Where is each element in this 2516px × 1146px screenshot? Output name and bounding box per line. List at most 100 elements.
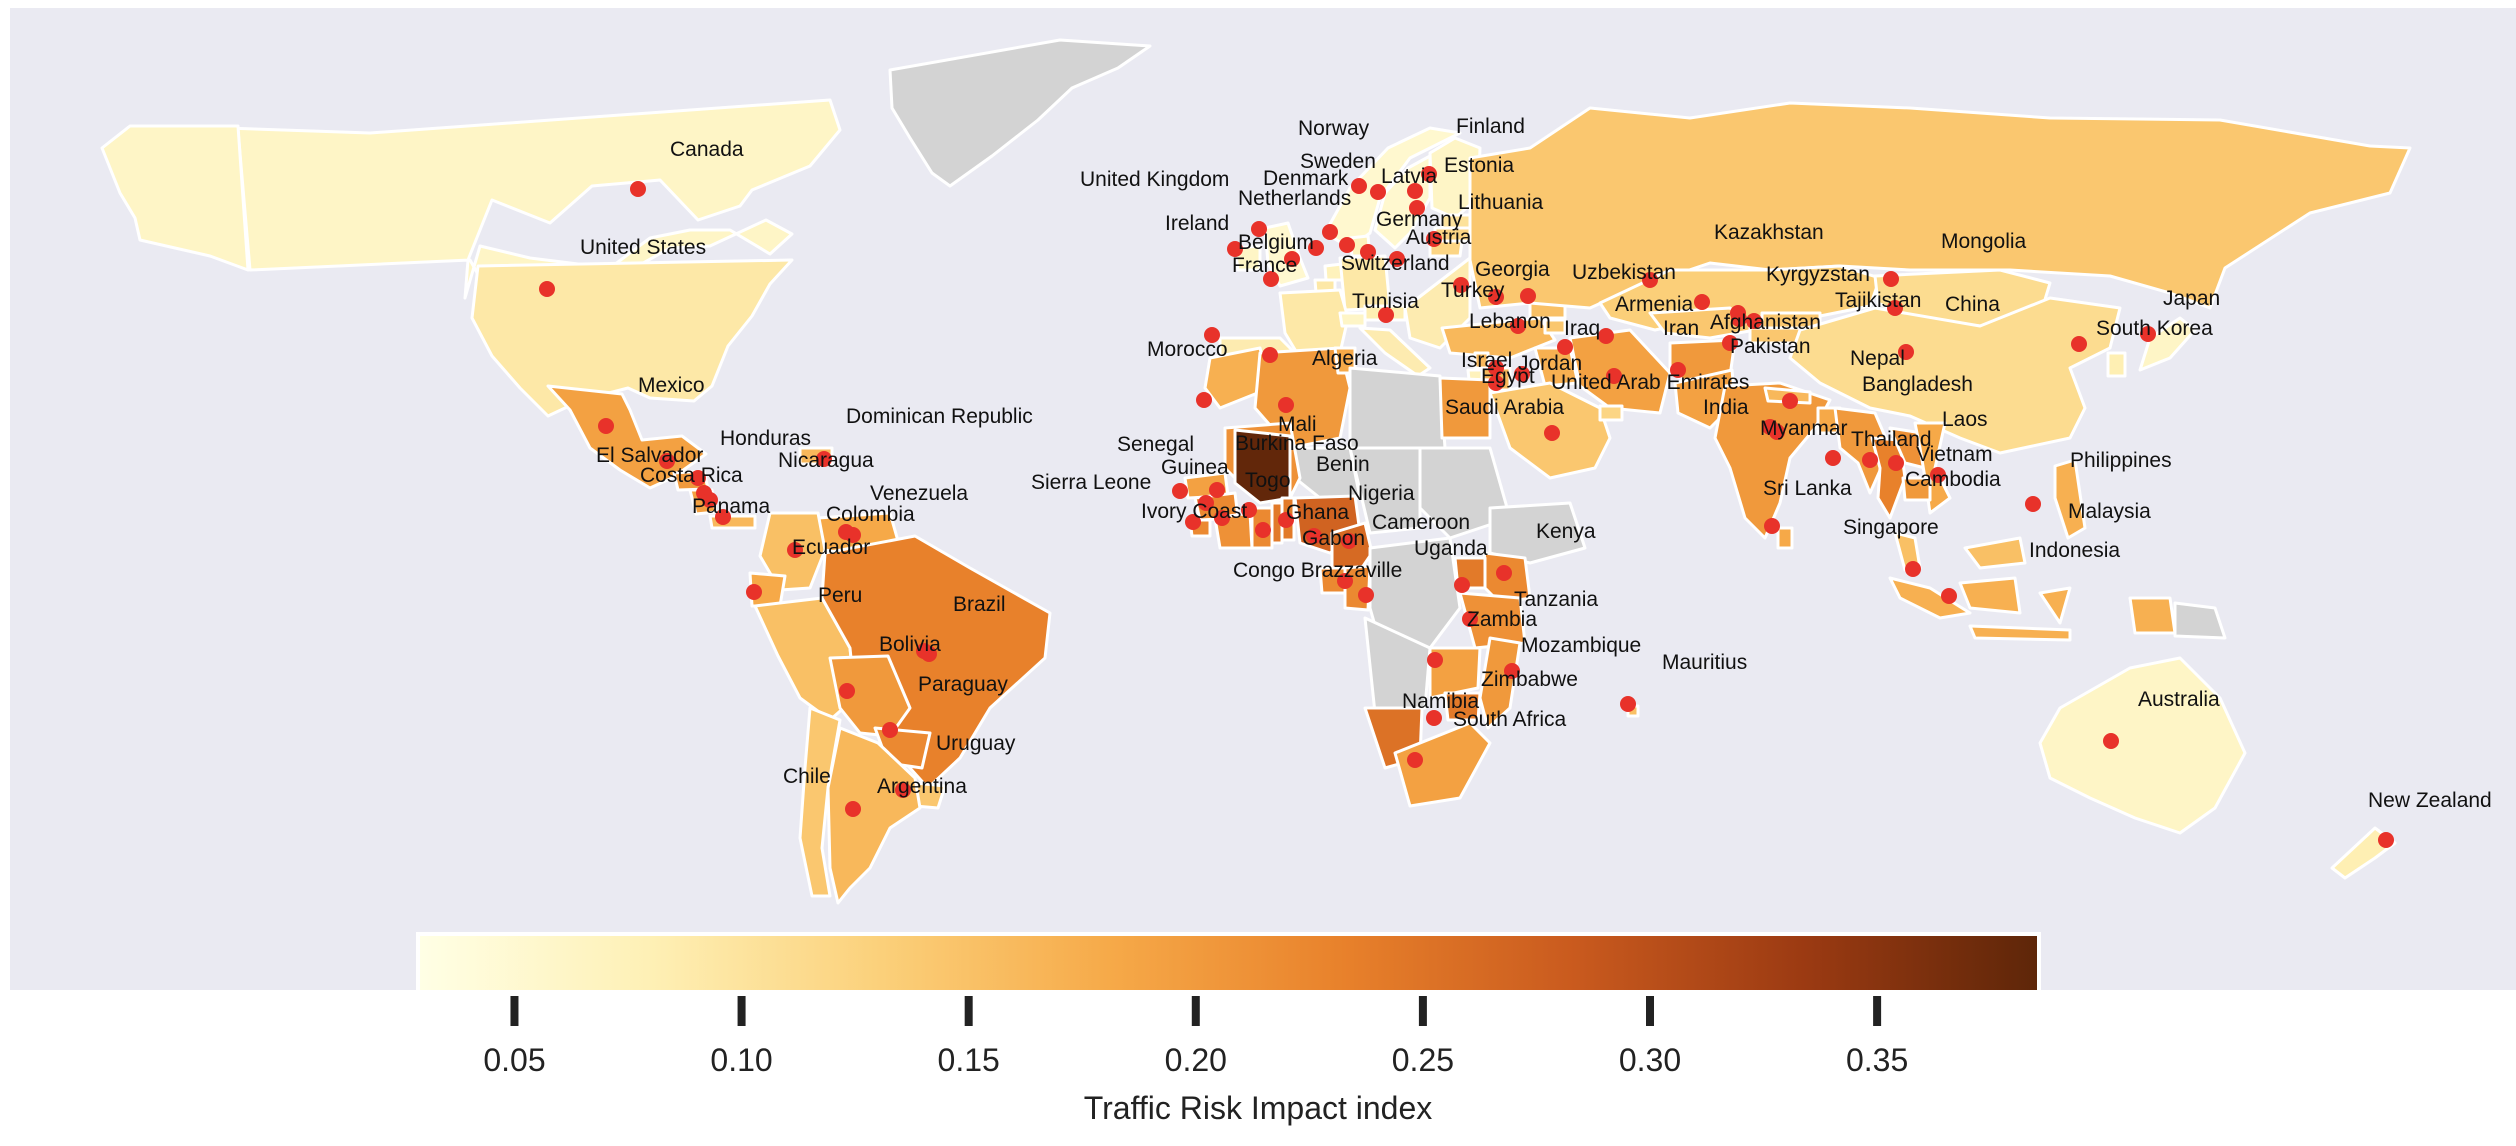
country-marker-iraq[interactable] — [1557, 339, 1573, 355]
country-marker-gabon[interactable] — [1341, 533, 1357, 549]
country-shape-turkey[interactable] — [1440, 316, 1557, 360]
country-marker-ecuador[interactable] — [787, 542, 803, 558]
country-marker-norway[interactable] — [1370, 184, 1386, 200]
country-marker-sweden[interactable] — [1351, 178, 1367, 194]
country-shape-greenland[interactable] — [888, 38, 1152, 188]
country-marker-switzerland[interactable] — [1360, 244, 1376, 260]
country-marker-philippines[interactable] — [1930, 467, 1946, 483]
country-marker-ghana[interactable] — [1255, 522, 1271, 538]
country-marker-mongolia[interactable] — [1883, 271, 1899, 287]
country-shape-philippines[interactable] — [2053, 458, 2087, 540]
country-marker-latvia[interactable] — [1407, 183, 1423, 199]
country-marker-georgia[interactable] — [1488, 289, 1504, 305]
country-marker-south-korea[interactable] — [2071, 336, 2087, 352]
country-marker-mozambique[interactable] — [1504, 663, 1520, 679]
country-marker-vietnam[interactable] — [1862, 452, 1878, 468]
country-shape-armenia[interactable] — [1543, 318, 1567, 335]
country-marker-india[interactable] — [1670, 362, 1686, 378]
country-marker-peru[interactable] — [746, 584, 762, 600]
country-shape-cambodia[interactable] — [1901, 476, 1932, 502]
country-shape-indonesia[interactable] — [1888, 576, 2177, 642]
country-marker-kenya[interactable] — [1358, 587, 1374, 603]
country-marker-egypt[interactable] — [1488, 375, 1504, 391]
country-marker-sierra-leone[interactable] — [1172, 483, 1188, 499]
country-marker-uzbekistan[interactable] — [1642, 272, 1658, 288]
country-marker-united-kingdom[interactable] — [1251, 221, 1267, 237]
country-shape-new-guinea[interactable] — [2173, 601, 2227, 640]
country-marker-honduras[interactable] — [659, 453, 675, 469]
country-marker-japan[interactable] — [2140, 326, 2156, 342]
country-marker-mexico[interactable] — [598, 418, 614, 434]
country-marker-cameroon[interactable] — [1306, 528, 1322, 544]
country-marker-lithuania[interactable] — [1426, 231, 1442, 247]
country-marker-mali[interactable] — [1278, 397, 1294, 413]
country-marker-canada[interactable] — [630, 181, 646, 197]
country-marker-ireland[interactable] — [1227, 241, 1243, 257]
country-marker-australia[interactable] — [2103, 733, 2119, 749]
country-shape-canada-alaska[interactable] — [100, 124, 250, 272]
country-marker-nicaragua[interactable] — [690, 470, 706, 486]
country-marker-nepal[interactable] — [1782, 393, 1798, 409]
country-marker-united-states[interactable] — [539, 281, 555, 297]
country-marker-nigeria[interactable] — [1278, 512, 1294, 528]
country-marker-mauritius[interactable] — [1620, 696, 1636, 712]
country-shape-switzerland[interactable] — [1338, 311, 1367, 328]
country-marker-guinea[interactable] — [1198, 495, 1214, 511]
country-marker-belgium[interactable] — [1284, 251, 1300, 267]
country-marker-algeria[interactable] — [1262, 347, 1278, 363]
country-shape-ethiopia[interactable] — [1488, 501, 1587, 565]
country-shape-myanmar[interactable] — [1833, 406, 1892, 495]
country-marker-china[interactable] — [1887, 300, 1903, 316]
country-shape-libya[interactable] — [1348, 366, 1447, 450]
country-marker-sri-lanka[interactable] — [1764, 518, 1780, 534]
country-marker-laos[interactable] — [1825, 450, 1841, 466]
country-shape-argentina[interactable] — [826, 726, 922, 905]
country-shape-morocco[interactable] — [1203, 346, 1272, 410]
country-shape-china[interactable] — [1788, 296, 2122, 455]
country-marker-saudi-arabia[interactable] — [1544, 425, 1560, 441]
country-marker-congo-brazzaville[interactable] — [1337, 573, 1353, 589]
country-marker-new-zealand[interactable] — [2378, 832, 2394, 848]
country-marker-singapore[interactable] — [1905, 561, 1921, 577]
country-marker-jordan[interactable] — [1514, 366, 1530, 382]
country-marker-cambodia[interactable] — [1888, 455, 1904, 471]
country-marker-thailand[interactable] — [1762, 419, 1778, 435]
country-marker-austria[interactable] — [1389, 251, 1405, 267]
country-marker-tajikistan[interactable] — [1746, 313, 1762, 329]
country-marker-israel[interactable] — [1488, 360, 1504, 376]
country-shape-burkina-faso[interactable] — [1233, 428, 1292, 505]
country-marker-colombia[interactable] — [838, 524, 854, 540]
country-shape-egypt[interactable] — [1438, 376, 1492, 440]
country-marker-chile[interactable] — [845, 801, 861, 817]
country-shape-sri-lanka[interactable] — [1776, 526, 1794, 550]
country-shape-tanzania[interactable] — [1458, 591, 1527, 650]
country-shape-uzbekistan[interactable] — [1648, 306, 1757, 340]
country-marker-bangladesh[interactable] — [1898, 344, 1914, 360]
country-marker-panama[interactable] — [715, 509, 731, 525]
country-marker-zimbabwe[interactable] — [1427, 652, 1443, 668]
country-shape-zimbabwe[interactable] — [1443, 691, 1482, 722]
country-marker-zambia[interactable] — [1462, 611, 1478, 627]
country-marker-netherlands[interactable] — [1308, 240, 1324, 256]
country-marker-iran[interactable] — [1598, 328, 1614, 344]
country-shape-angola[interactable] — [1363, 616, 1432, 715]
country-marker-namibia[interactable] — [1426, 710, 1442, 726]
country-marker-finland[interactable] — [1421, 166, 1437, 182]
country-marker-indonesia[interactable] — [1941, 588, 1957, 604]
country-marker-morocco[interactable] — [1204, 327, 1220, 343]
country-marker-ivory-coast[interactable] — [1185, 514, 1201, 530]
country-marker-france[interactable] — [1263, 271, 1279, 287]
country-shape-japan[interactable] — [2138, 316, 2197, 372]
country-marker-uruguay[interactable] — [882, 722, 898, 738]
country-marker-armenia[interactable] — [1520, 288, 1536, 304]
country-shape-australia[interactable] — [2038, 656, 2247, 835]
country-shape-mozambique[interactable] — [1478, 636, 1522, 730]
country-marker-lebanon[interactable] — [1510, 318, 1526, 334]
country-marker-estonia[interactable] — [1409, 200, 1425, 216]
country-marker-tanzania[interactable] — [1496, 565, 1512, 581]
country-marker-costa-rica[interactable] — [702, 492, 718, 508]
country-shape-south-africa[interactable] — [1393, 721, 1492, 808]
country-marker-tunisia[interactable] — [1378, 307, 1394, 323]
country-marker-benin[interactable] — [1214, 510, 1230, 526]
country-marker-burkina-faso[interactable] — [1209, 482, 1225, 498]
